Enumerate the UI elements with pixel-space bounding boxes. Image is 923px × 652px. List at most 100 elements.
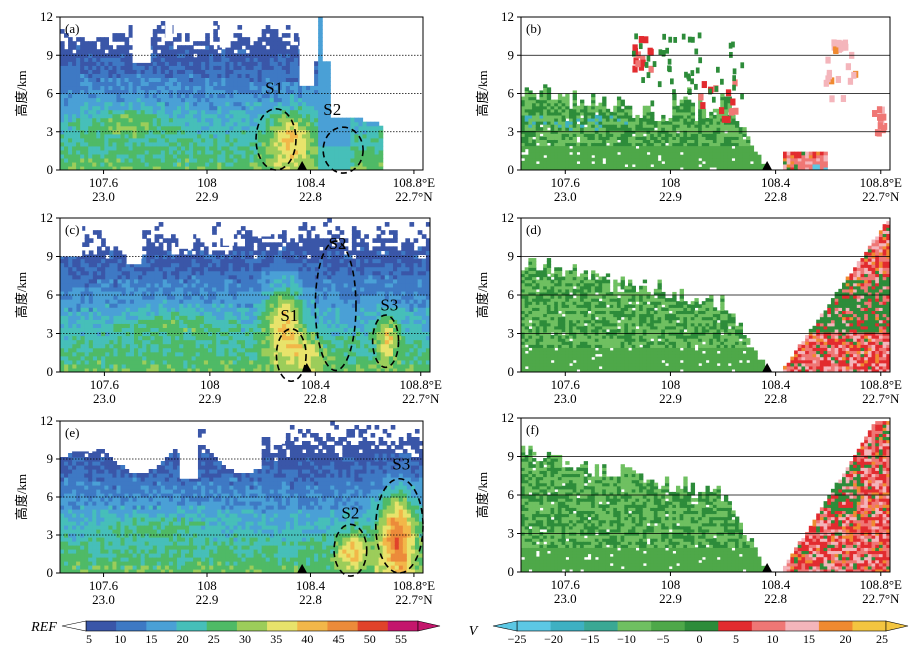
echo-cell xyxy=(176,97,182,103)
vel-cell xyxy=(668,66,672,73)
echo-cell xyxy=(191,234,197,239)
echo-cell xyxy=(273,97,279,103)
echo-cell xyxy=(370,137,376,143)
echo-cell xyxy=(108,117,114,123)
echo-cell xyxy=(166,278,172,284)
vel-cell xyxy=(532,117,537,122)
vel-cell xyxy=(687,133,692,137)
echo-cell xyxy=(72,105,77,111)
echo-cell xyxy=(158,278,164,284)
echo-cell xyxy=(138,307,143,312)
vel-cell xyxy=(620,166,625,170)
echo-cell xyxy=(108,161,114,167)
echo-cell xyxy=(370,153,376,159)
vel-cell xyxy=(528,124,533,128)
echo-cell xyxy=(150,355,156,361)
echo-cell xyxy=(117,282,123,288)
echo-cell xyxy=(302,113,307,119)
echo-cell xyxy=(195,242,201,247)
vel-cell xyxy=(528,105,533,110)
vel-cell xyxy=(561,99,566,104)
vel-cell xyxy=(539,139,544,144)
echo-cell xyxy=(237,33,243,38)
vel-cell xyxy=(753,154,758,159)
echo-cell xyxy=(297,161,303,167)
echo-cell xyxy=(101,327,106,333)
echo-cell xyxy=(249,113,255,119)
echo-cell xyxy=(334,161,339,167)
vel-cell xyxy=(653,145,659,150)
echo-cell xyxy=(176,109,182,115)
echo-cell xyxy=(113,258,119,264)
vel-cell xyxy=(701,127,707,131)
echo-cell xyxy=(60,290,65,296)
echo-cell xyxy=(158,351,164,357)
echo-cell xyxy=(201,161,206,167)
echo-cell xyxy=(229,85,235,91)
echo-cell xyxy=(213,85,218,91)
echo-cell xyxy=(306,85,311,91)
vel-cell xyxy=(543,160,548,165)
echo-cell xyxy=(277,85,283,91)
echo-cell xyxy=(330,129,335,135)
echo-cell xyxy=(125,351,131,357)
vel-cell xyxy=(628,133,633,137)
vel-cell xyxy=(631,50,636,57)
echo-cell xyxy=(109,311,115,316)
echo-cell xyxy=(166,347,172,353)
echo-cell xyxy=(138,266,143,272)
vel-cell xyxy=(749,154,755,159)
vel-cell xyxy=(643,36,649,44)
vel-cell xyxy=(561,136,566,140)
vel-cell xyxy=(668,166,673,170)
echo-cell xyxy=(113,323,119,329)
echo-cell xyxy=(136,121,142,127)
vel-cell xyxy=(683,157,688,162)
echo-cell xyxy=(378,137,384,143)
echo-cell xyxy=(64,145,69,151)
echo-cell xyxy=(150,282,156,288)
echo-cell xyxy=(209,73,214,78)
vel-cell xyxy=(602,142,607,147)
echo-cell xyxy=(322,117,327,123)
vel-cell xyxy=(620,102,625,107)
echo-cell xyxy=(132,153,138,159)
echo-cell xyxy=(60,69,65,74)
echo-cell xyxy=(60,53,65,58)
vel-cell xyxy=(557,111,563,116)
echo-cell xyxy=(128,137,134,143)
echo-cell xyxy=(156,73,162,78)
echo-cell xyxy=(158,323,164,329)
echo-cell xyxy=(164,165,170,170)
echo-cell xyxy=(158,262,164,268)
echo-cell xyxy=(134,278,139,284)
echo-cell xyxy=(60,121,65,127)
echo-cell xyxy=(88,105,93,111)
echo-cell xyxy=(183,274,189,280)
echo-cell xyxy=(306,117,311,123)
echo-cell xyxy=(257,61,263,66)
echo-cell xyxy=(60,311,65,316)
vel-cell xyxy=(572,102,577,107)
panel-label: (a) xyxy=(65,21,79,36)
echo-cell xyxy=(152,37,158,42)
vel-cell xyxy=(539,90,544,95)
echo-cell xyxy=(92,311,98,316)
vel-cell xyxy=(535,99,541,104)
echo-cell xyxy=(310,85,315,91)
echo-cell xyxy=(116,49,122,54)
echo-cell xyxy=(80,113,85,119)
echo-cell xyxy=(76,93,81,99)
echo-cell xyxy=(160,105,166,111)
echo-cell xyxy=(213,165,218,170)
echo-cell xyxy=(68,331,73,337)
echo-cell xyxy=(117,303,123,308)
vel-cell xyxy=(836,39,842,47)
echo-cell xyxy=(257,85,263,91)
vel-cell xyxy=(521,108,526,113)
vel-cell xyxy=(524,127,529,131)
vel-cell xyxy=(591,102,596,107)
echo-cell xyxy=(289,85,295,91)
vel-cell xyxy=(672,102,677,107)
vel-cell xyxy=(690,151,696,156)
